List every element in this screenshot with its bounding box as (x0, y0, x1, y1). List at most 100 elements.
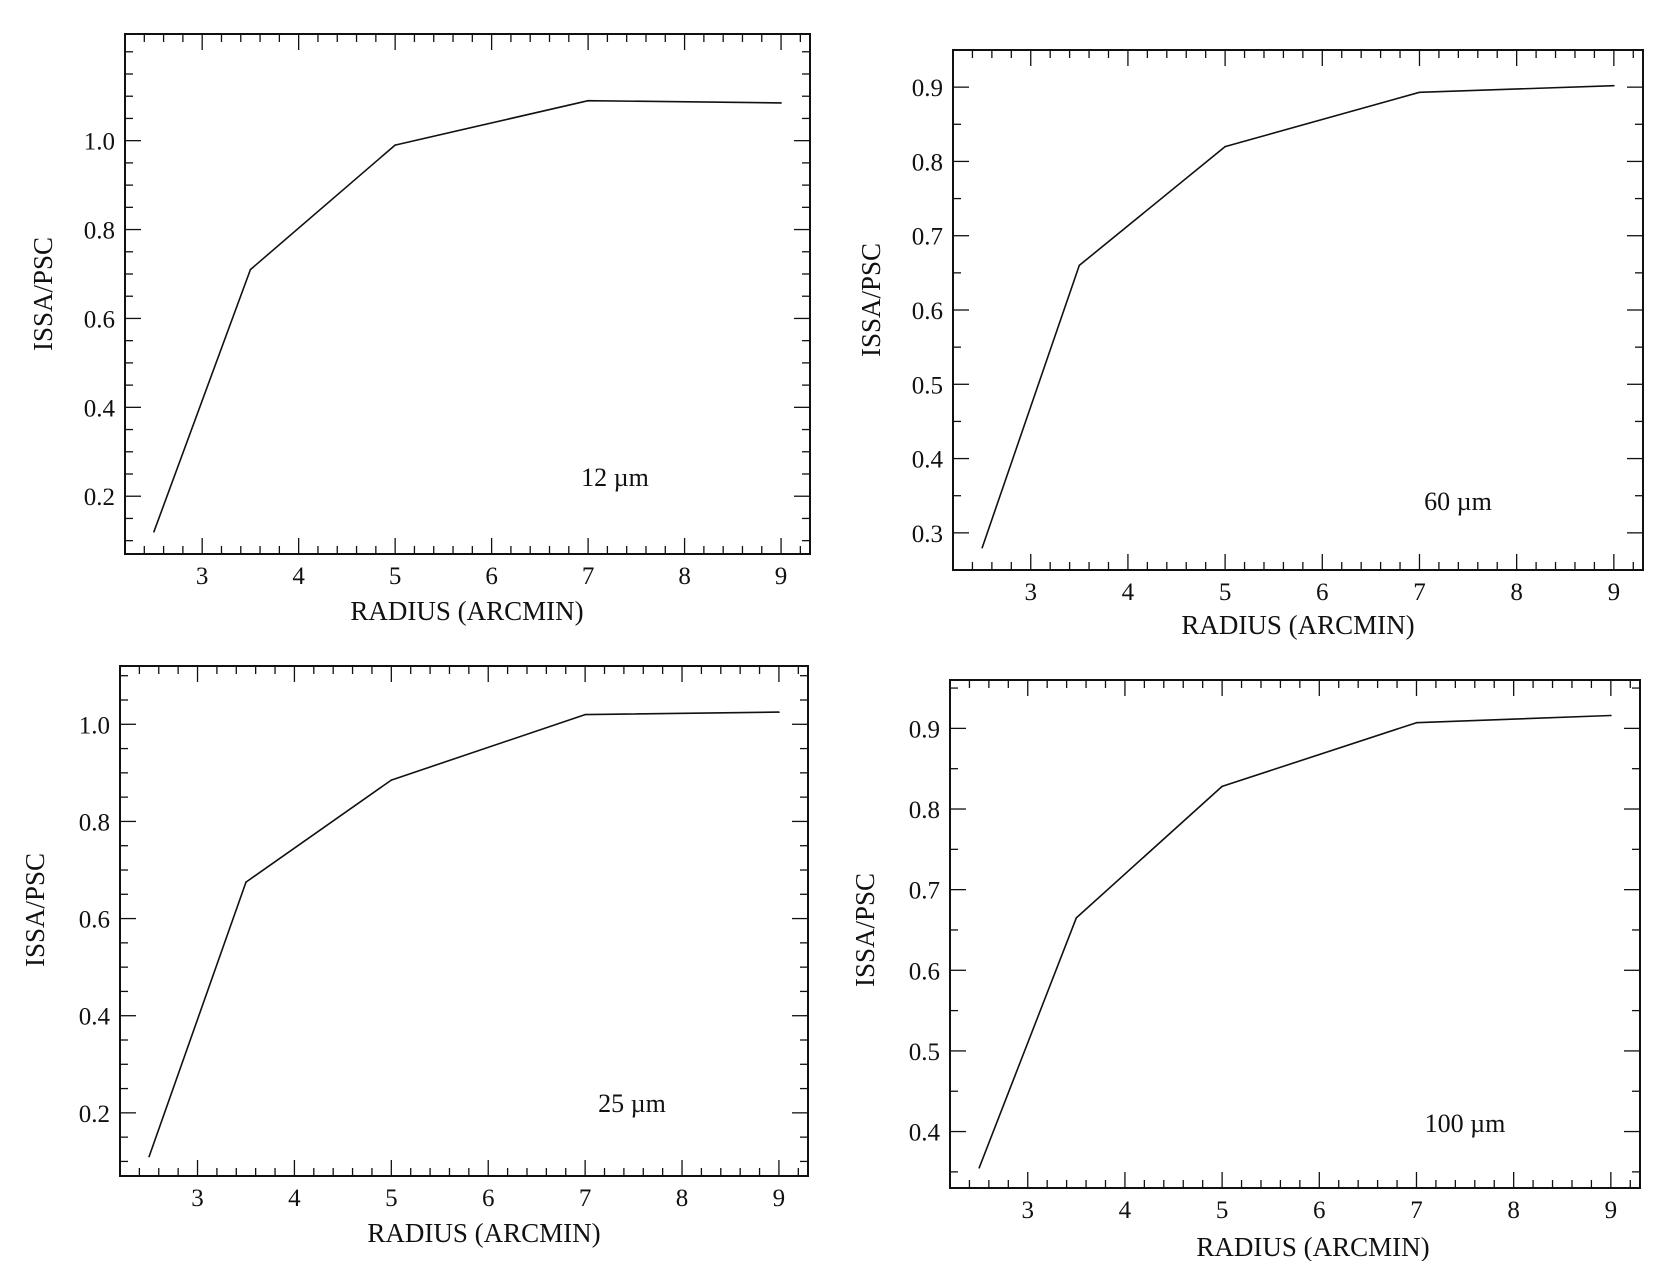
x-tick-label: 4 (1122, 579, 1135, 606)
data-point (1224, 145, 1226, 148)
y-axis-label: ISSA/PSC (28, 237, 58, 351)
tick-marks (124, 34, 810, 554)
x-tick-label: 3 (196, 563, 209, 590)
panel-annotation: 12 µm (581, 463, 649, 492)
y-tick-label: 0.6 (84, 306, 115, 333)
plot-frame (119, 665, 809, 1177)
x-tick-label: 7 (1410, 1197, 1423, 1224)
data-point (778, 711, 780, 713)
data-point (1418, 91, 1421, 94)
tick-marks (119, 666, 808, 1176)
y-tick-label: 0.7 (909, 878, 940, 905)
y-tick-label: 0.6 (912, 298, 943, 325)
x-tick-label: 8 (678, 563, 691, 590)
x-axis-label: RADIUS (ARCMIN) (1181, 610, 1414, 640)
x-tick-label: 4 (1119, 1197, 1132, 1224)
x-tick-label: 7 (582, 563, 595, 590)
data-point (245, 881, 247, 883)
x-tick-label: 8 (1507, 1197, 1520, 1224)
series-line (153, 99, 782, 533)
data-point (1610, 714, 1612, 717)
data-point (978, 1167, 980, 1169)
y-tick-label: 0.6 (79, 907, 110, 934)
data-point (780, 102, 782, 104)
data-point (153, 530, 155, 533)
y-tick-label: 0.8 (84, 218, 115, 245)
y-tick-label: 1.0 (84, 129, 115, 156)
x-tick-label: 6 (485, 563, 498, 590)
data-point (1415, 721, 1418, 724)
tick-marks (952, 49, 1643, 571)
x-tick-label: 5 (1216, 1197, 1229, 1224)
x-tick-label: 9 (773, 1185, 786, 1212)
y-tick-label: 0.4 (84, 395, 116, 422)
y-tick-label: 0.2 (84, 484, 115, 511)
data-point (1221, 785, 1223, 788)
plot-frame (952, 49, 1644, 571)
x-tick-label: 4 (292, 563, 305, 590)
data-point (249, 268, 252, 271)
x-axis-label: RADIUS (ARCMIN) (367, 1218, 600, 1248)
x-tick-label: 3 (1024, 579, 1037, 606)
y-tick-label: 0.8 (909, 797, 940, 824)
tick-labels: 3 4 5 6 7 8 9 0.4 0.5 0.6 0.7 0.8 0.9 (909, 716, 1617, 1224)
panel-annotation: 60 µm (1424, 487, 1492, 516)
y-tick-label: 1.0 (79, 712, 110, 739)
y-tick-label: 0.4 (79, 1004, 111, 1031)
series-line (978, 714, 1611, 1169)
data-point (1078, 264, 1081, 267)
x-tick-label: 6 (482, 1185, 495, 1212)
data-point (1613, 84, 1615, 87)
y-tick-label: 0.8 (912, 149, 943, 176)
y-tick-label: 0.9 (909, 716, 940, 743)
series-line (148, 711, 779, 1157)
tick-marks (949, 680, 1640, 1188)
data-point (148, 1155, 150, 1158)
panel-annotation: 25 µm (598, 1089, 666, 1118)
x-tick-label: 9 (1608, 579, 1621, 606)
y-tick-label: 0.4 (912, 447, 944, 474)
x-axis-label: RADIUS (ARCMIN) (1196, 1232, 1429, 1261)
panel-annotation: 100 µm (1425, 1109, 1506, 1138)
x-tick-label: 3 (1021, 1197, 1034, 1224)
y-tick-label: 0.4 (909, 1120, 941, 1147)
plot-frame (124, 33, 811, 555)
tick-labels: 3 4 5 6 7 8 9 0.3 0.4 0.5 0.6 0.7 0.8 0.9 (912, 75, 1620, 606)
y-tick-label: 0.9 (912, 75, 943, 102)
x-tick-label: 5 (1219, 579, 1232, 606)
x-tick-label: 6 (1313, 1197, 1326, 1224)
data-point (584, 713, 586, 716)
y-axis-label: ISSA/PSC (20, 853, 50, 967)
x-tick-label: 8 (676, 1185, 689, 1212)
x-tick-label: 9 (1605, 1197, 1618, 1224)
data-point (390, 779, 393, 781)
panel-25um: 3 4 5 6 7 8 9 0.2 0.4 0.6 0.8 1.0 25 µm RADIUS (ARC… (20, 665, 809, 1248)
y-tick-label: 0.3 (912, 521, 943, 548)
x-tick-label: 3 (191, 1185, 204, 1212)
y-tick-label: 0.8 (79, 809, 110, 836)
x-tick-label: 4 (288, 1185, 301, 1212)
x-tick-label: 6 (1316, 579, 1329, 606)
data-point (981, 546, 983, 549)
y-tick-label: 0.2 (79, 1101, 110, 1128)
plot-frame (949, 679, 1641, 1189)
y-axis-label: ISSA/PSC (850, 873, 880, 987)
series-line (981, 84, 1614, 548)
data-point (394, 144, 396, 146)
x-tick-label: 7 (579, 1185, 592, 1212)
x-tick-label: 7 (1413, 579, 1426, 606)
panel-12um: 3 4 5 6 7 8 9 0.2 0.4 0.6 0.8 1.0 12 µm RADIUS (ARC… (28, 33, 811, 626)
x-axis-label: RADIUS (ARCMIN) (350, 596, 583, 626)
panel-100um: 3 4 5 6 7 8 9 0.4 0.5 0.6 0.7 0.8 0.9 100 µm RADIUS … (850, 679, 1641, 1262)
x-tick-label: 5 (385, 1185, 398, 1212)
data-point (1075, 917, 1078, 919)
x-tick-label: 8 (1510, 579, 1523, 606)
y-tick-label: 0.5 (909, 1039, 940, 1066)
tick-labels: 3 4 5 6 7 8 9 0.2 0.4 0.6 0.8 1.0 (84, 129, 788, 590)
tick-labels: 3 4 5 6 7 8 9 0.2 0.4 0.6 0.8 1.0 (79, 712, 785, 1212)
x-tick-label: 9 (775, 563, 788, 590)
data-point (587, 99, 589, 102)
y-tick-label: 0.5 (912, 372, 943, 399)
y-tick-label: 0.7 (912, 224, 943, 251)
